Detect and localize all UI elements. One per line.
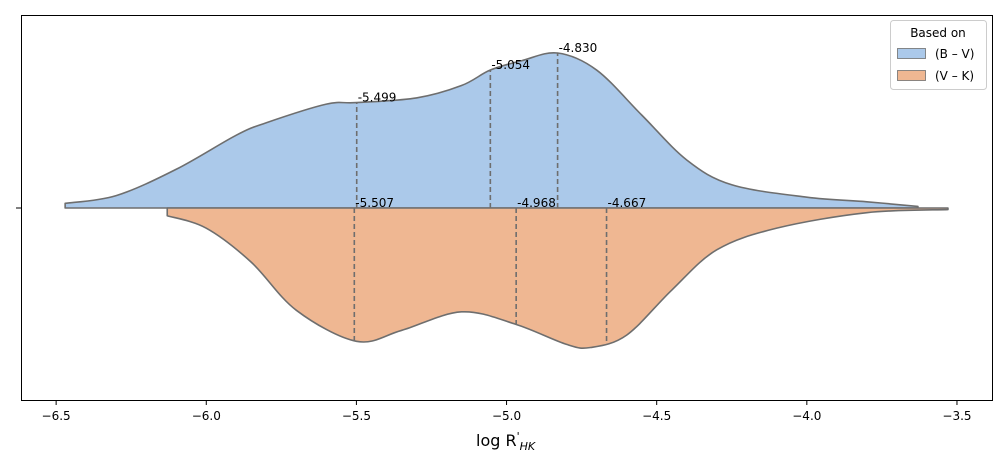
legend-swatch-bv (897, 48, 926, 59)
x-axis-label: log R'HK (476, 430, 536, 453)
x-tick-label: −6.5 (42, 409, 71, 423)
legend-title: Based on (910, 26, 966, 40)
quartile-label: -4.667 (608, 196, 647, 210)
legend-label-bv: (B – V) (935, 47, 974, 61)
violins: -5.499 -5.054 -4.830 -5.507 -4.968 -4.667 (64, 41, 949, 350)
x-axis: −6.5 −6.0 −5.5 −5.0 −4.5 −4.0 −3.5 (42, 400, 972, 423)
x-tick-label: −6.0 (192, 409, 221, 423)
quartile-label: -5.054 (491, 58, 530, 72)
x-tick-label: −4.5 (642, 409, 671, 423)
x-tick-label: −4.0 (792, 409, 821, 423)
quartile-label: -4.968 (517, 196, 556, 210)
violin-bv (64, 51, 919, 209)
legend-label-vk: (V – K) (935, 69, 974, 83)
legend-swatch-vk (897, 70, 926, 81)
x-tick-label: −3.5 (942, 409, 971, 423)
quartile-label: -5.499 (358, 91, 397, 105)
x-tick-label: −5.5 (342, 409, 371, 423)
violin-vk (166, 207, 949, 350)
x-tick-label: −5.0 (492, 409, 521, 423)
quartile-label: -5.507 (355, 196, 394, 210)
quartile-label: -4.830 (559, 41, 598, 55)
legend: Based on (B – V) (V – K) (890, 20, 987, 90)
